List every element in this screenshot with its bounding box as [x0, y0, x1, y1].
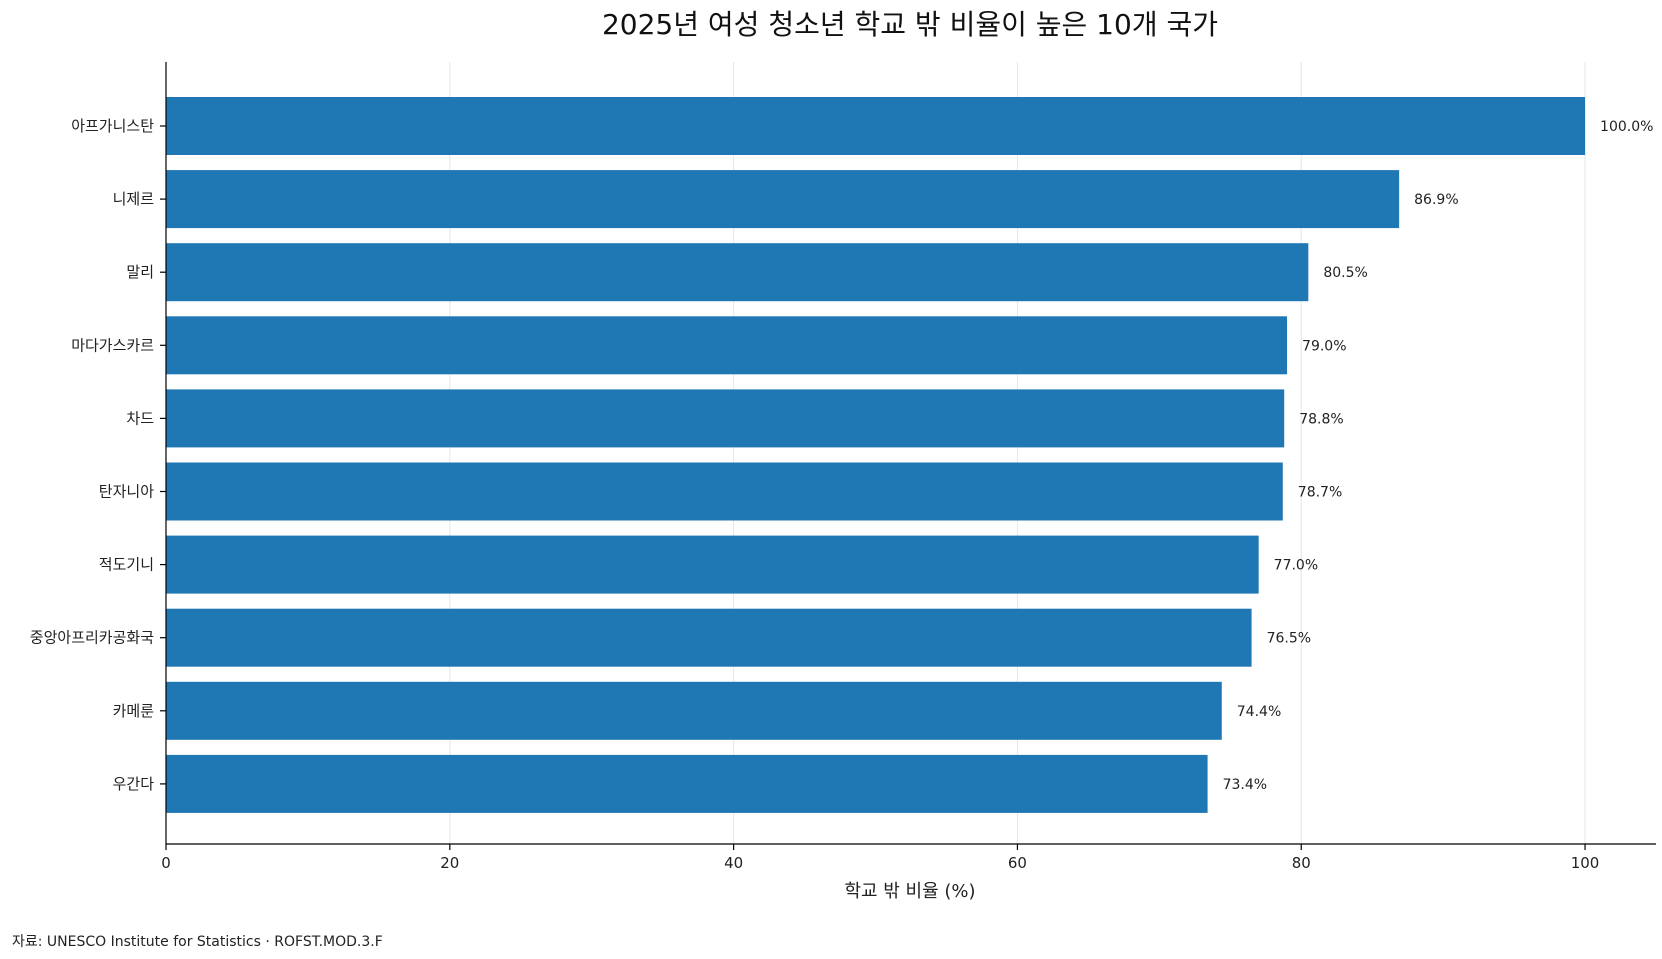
value-label: 78.7%	[1298, 485, 1342, 501]
value-label: 77.0%	[1274, 558, 1318, 574]
category-label: 중앙아프리카공화국	[30, 629, 154, 647]
x-tick-label: 0	[161, 854, 171, 872]
x-tick-label: 20	[440, 854, 459, 872]
bar	[166, 462, 1283, 521]
bar	[166, 681, 1222, 740]
value-label: 76.5%	[1267, 631, 1311, 647]
value-label: 73.4%	[1223, 777, 1267, 793]
category-labels: 아프가니스탄니제르말리마다가스카르차드탄자니아적도기니중앙아프리카공화국카메룬우…	[30, 117, 166, 793]
bar	[166, 170, 1400, 229]
x-tick-label: 40	[724, 854, 743, 872]
category-label: 마다가스카르	[71, 336, 154, 354]
bar	[166, 316, 1288, 375]
bar	[166, 535, 1259, 594]
bar	[166, 97, 1586, 155]
x-ticks: 0 20 40 60 80 100	[161, 844, 1599, 872]
category-label: 아프가니스탄	[71, 117, 154, 135]
value-label: 79.0%	[1302, 338, 1346, 354]
bar	[166, 243, 1309, 302]
category-label: 탄자니아	[99, 483, 154, 501]
source-note: 자료: UNESCO Institute for Statistics · RO…	[12, 934, 383, 950]
value-label: 80.5%	[1323, 265, 1367, 281]
value-labels: 100.0% 86.9% 80.5% 79.0% 78.8% 78.7% 77.0% 76.5…	[1223, 119, 1654, 793]
category-label: 말리	[126, 263, 154, 281]
category-label: 카메룬	[113, 702, 155, 720]
bar	[166, 608, 1252, 667]
value-label: 86.9%	[1414, 192, 1458, 208]
x-tick-label: 60	[1008, 854, 1027, 872]
axes	[165, 62, 1656, 845]
value-label: 78.8%	[1299, 411, 1343, 427]
value-label: 74.4%	[1237, 704, 1281, 720]
x-tick-label: 100	[1571, 854, 1600, 872]
bars	[166, 97, 1586, 813]
category-label: 적도기니	[99, 556, 154, 574]
bar	[166, 754, 1208, 813]
x-tick-label: 80	[1292, 854, 1311, 872]
bar	[166, 389, 1285, 448]
category-label: 우간다	[113, 775, 155, 793]
category-label: 니제르	[113, 190, 155, 208]
value-label: 100.0%	[1600, 119, 1653, 135]
category-label: 차드	[126, 409, 154, 427]
x-axis-label: 학교 밖 비율 (%)	[844, 881, 975, 902]
chart-title: 2025년 여성 청소년 학교 밖 비율이 높은 10개 국가	[602, 8, 1218, 41]
